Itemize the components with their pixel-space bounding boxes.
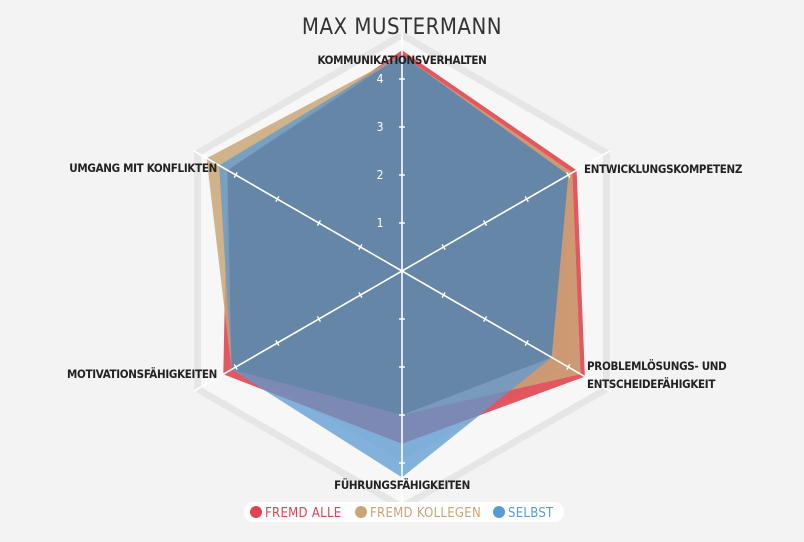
axis-label: FÜHRUNGSFÄHIGKEITEN <box>334 477 470 492</box>
radial-tick-label: 2 <box>377 168 384 182</box>
legend-item[interactable]: FREMD KOLLEGEN <box>370 506 481 521</box>
radar-tick-mark <box>358 292 363 298</box>
legend-marker <box>355 506 367 518</box>
radar-tick-mark <box>441 244 446 250</box>
radar-tick-mark <box>482 316 488 322</box>
radar-tick-mark <box>316 316 322 322</box>
legend-marker <box>250 506 262 518</box>
axis-label: KOMMUNIKATIONSVERHALTEN <box>317 53 486 67</box>
radar-tick-mark <box>441 292 446 298</box>
radar-tick-mark <box>275 340 280 346</box>
radar-tick-mark <box>233 172 238 178</box>
radar-tick-mark <box>524 196 529 202</box>
radar-tick-mark <box>524 340 529 346</box>
radar-axis-line <box>401 270 611 392</box>
axis-label: MOTIVATIONSFÄHIGKEITEN <box>67 366 217 381</box>
radar-tick-mark <box>358 244 363 250</box>
radar-tick-mark <box>566 172 571 178</box>
radar-tick-mark <box>566 364 571 370</box>
axis-label: UMGANG MIT KONFLIKTEN <box>69 161 217 175</box>
radial-tick-label: 3 <box>377 120 384 134</box>
radar-axis-line <box>193 270 403 392</box>
legend-marker <box>493 506 505 518</box>
legend-background <box>244 502 564 522</box>
legend-item[interactable]: FREMD ALLE <box>265 506 341 521</box>
radial-tick-label: 1 <box>377 216 384 230</box>
series-overlap-area <box>227 55 569 415</box>
axis-label: PROBLEMLÖSUNGS- UND <box>587 358 727 373</box>
axis-label: ENTWICKLUNGSKOMPETENZ <box>584 162 743 176</box>
radar-tick-mark <box>275 196 280 202</box>
radar-axis-line <box>193 150 403 272</box>
radar-tick-mark <box>316 220 322 226</box>
radar-axis-line <box>401 150 611 272</box>
radar-tick-mark <box>482 220 488 226</box>
radial-tick-label: 4 <box>377 72 384 86</box>
radar-tick-mark <box>233 364 238 370</box>
legend-item[interactable]: SELBST <box>508 506 554 521</box>
axis-label: ENTSCHEIDEFÄHIGKEIT <box>587 376 715 391</box>
